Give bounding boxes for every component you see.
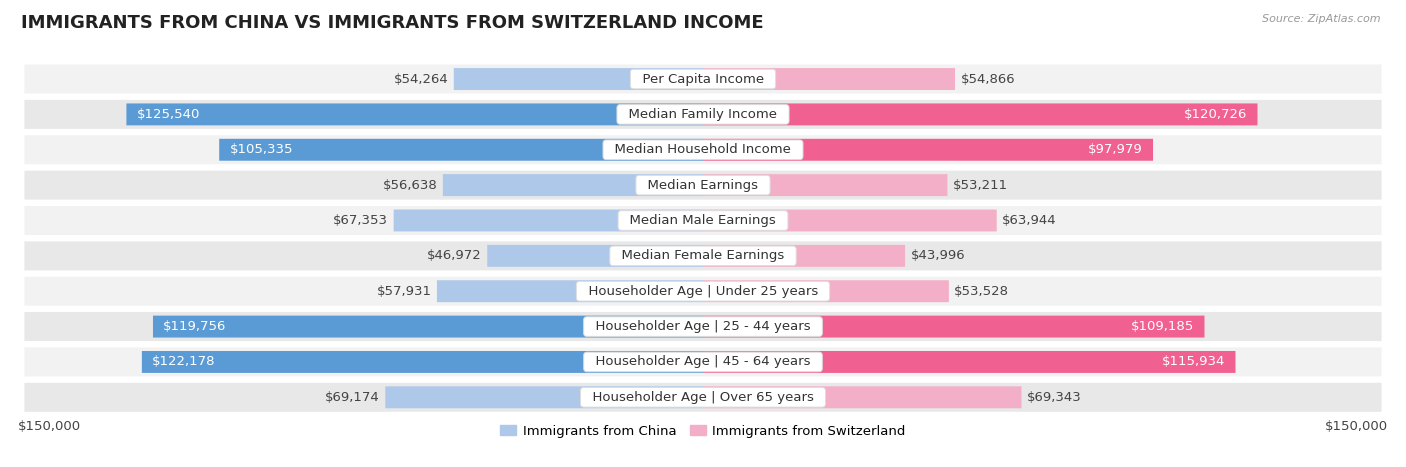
Text: Source: ZipAtlas.com: Source: ZipAtlas.com (1263, 14, 1381, 24)
Text: $63,944: $63,944 (1002, 214, 1057, 227)
FancyBboxPatch shape (385, 386, 703, 408)
Text: $119,756: $119,756 (163, 320, 226, 333)
FancyBboxPatch shape (24, 347, 1382, 376)
Text: Householder Age | 45 - 64 years: Householder Age | 45 - 64 years (586, 355, 820, 368)
FancyBboxPatch shape (703, 245, 905, 267)
FancyBboxPatch shape (703, 103, 1257, 125)
Text: $97,979: $97,979 (1088, 143, 1143, 156)
FancyBboxPatch shape (454, 68, 703, 90)
Text: Median Earnings: Median Earnings (640, 178, 766, 191)
FancyBboxPatch shape (24, 312, 1382, 341)
FancyBboxPatch shape (24, 383, 1382, 412)
FancyBboxPatch shape (488, 245, 703, 267)
Text: $57,931: $57,931 (377, 285, 432, 298)
FancyBboxPatch shape (703, 280, 949, 302)
Text: $150,000: $150,000 (1326, 420, 1389, 433)
FancyBboxPatch shape (24, 135, 1382, 164)
FancyBboxPatch shape (703, 351, 1236, 373)
Text: Householder Age | 25 - 44 years: Householder Age | 25 - 44 years (586, 320, 820, 333)
FancyBboxPatch shape (703, 174, 948, 196)
Text: $122,178: $122,178 (152, 355, 215, 368)
Text: IMMIGRANTS FROM CHINA VS IMMIGRANTS FROM SWITZERLAND INCOME: IMMIGRANTS FROM CHINA VS IMMIGRANTS FROM… (21, 14, 763, 32)
FancyBboxPatch shape (153, 316, 703, 338)
Text: Median Family Income: Median Family Income (620, 108, 786, 121)
Text: $46,972: $46,972 (427, 249, 482, 262)
FancyBboxPatch shape (219, 139, 703, 161)
Text: $56,638: $56,638 (382, 178, 437, 191)
FancyBboxPatch shape (703, 316, 1205, 338)
FancyBboxPatch shape (24, 206, 1382, 235)
FancyBboxPatch shape (443, 174, 703, 196)
Text: $120,726: $120,726 (1184, 108, 1247, 121)
FancyBboxPatch shape (24, 64, 1382, 93)
Text: $69,174: $69,174 (325, 391, 380, 404)
Text: $67,353: $67,353 (333, 214, 388, 227)
FancyBboxPatch shape (24, 241, 1382, 270)
Text: Median Female Earnings: Median Female Earnings (613, 249, 793, 262)
Text: $69,343: $69,343 (1026, 391, 1081, 404)
Text: $43,996: $43,996 (911, 249, 965, 262)
Text: $115,934: $115,934 (1161, 355, 1225, 368)
FancyBboxPatch shape (437, 280, 703, 302)
Legend: Immigrants from China, Immigrants from Switzerland: Immigrants from China, Immigrants from S… (495, 419, 911, 443)
FancyBboxPatch shape (703, 68, 955, 90)
FancyBboxPatch shape (24, 277, 1382, 306)
FancyBboxPatch shape (24, 100, 1382, 129)
FancyBboxPatch shape (142, 351, 703, 373)
Text: Householder Age | Under 25 years: Householder Age | Under 25 years (579, 285, 827, 298)
Text: $150,000: $150,000 (17, 420, 80, 433)
Text: $53,211: $53,211 (953, 178, 1008, 191)
Text: Per Capita Income: Per Capita Income (634, 72, 772, 85)
Text: $105,335: $105,335 (229, 143, 292, 156)
Text: $109,185: $109,185 (1130, 320, 1194, 333)
FancyBboxPatch shape (394, 210, 703, 232)
FancyBboxPatch shape (24, 170, 1382, 199)
Text: $54,866: $54,866 (960, 72, 1015, 85)
Text: $54,264: $54,264 (394, 72, 449, 85)
FancyBboxPatch shape (703, 386, 1022, 408)
Text: Householder Age | Over 65 years: Householder Age | Over 65 years (583, 391, 823, 404)
Text: Median Household Income: Median Household Income (606, 143, 800, 156)
FancyBboxPatch shape (703, 139, 1153, 161)
FancyBboxPatch shape (703, 210, 997, 232)
Text: $125,540: $125,540 (136, 108, 200, 121)
Text: $53,528: $53,528 (955, 285, 1010, 298)
FancyBboxPatch shape (127, 103, 703, 125)
Text: Median Male Earnings: Median Male Earnings (621, 214, 785, 227)
